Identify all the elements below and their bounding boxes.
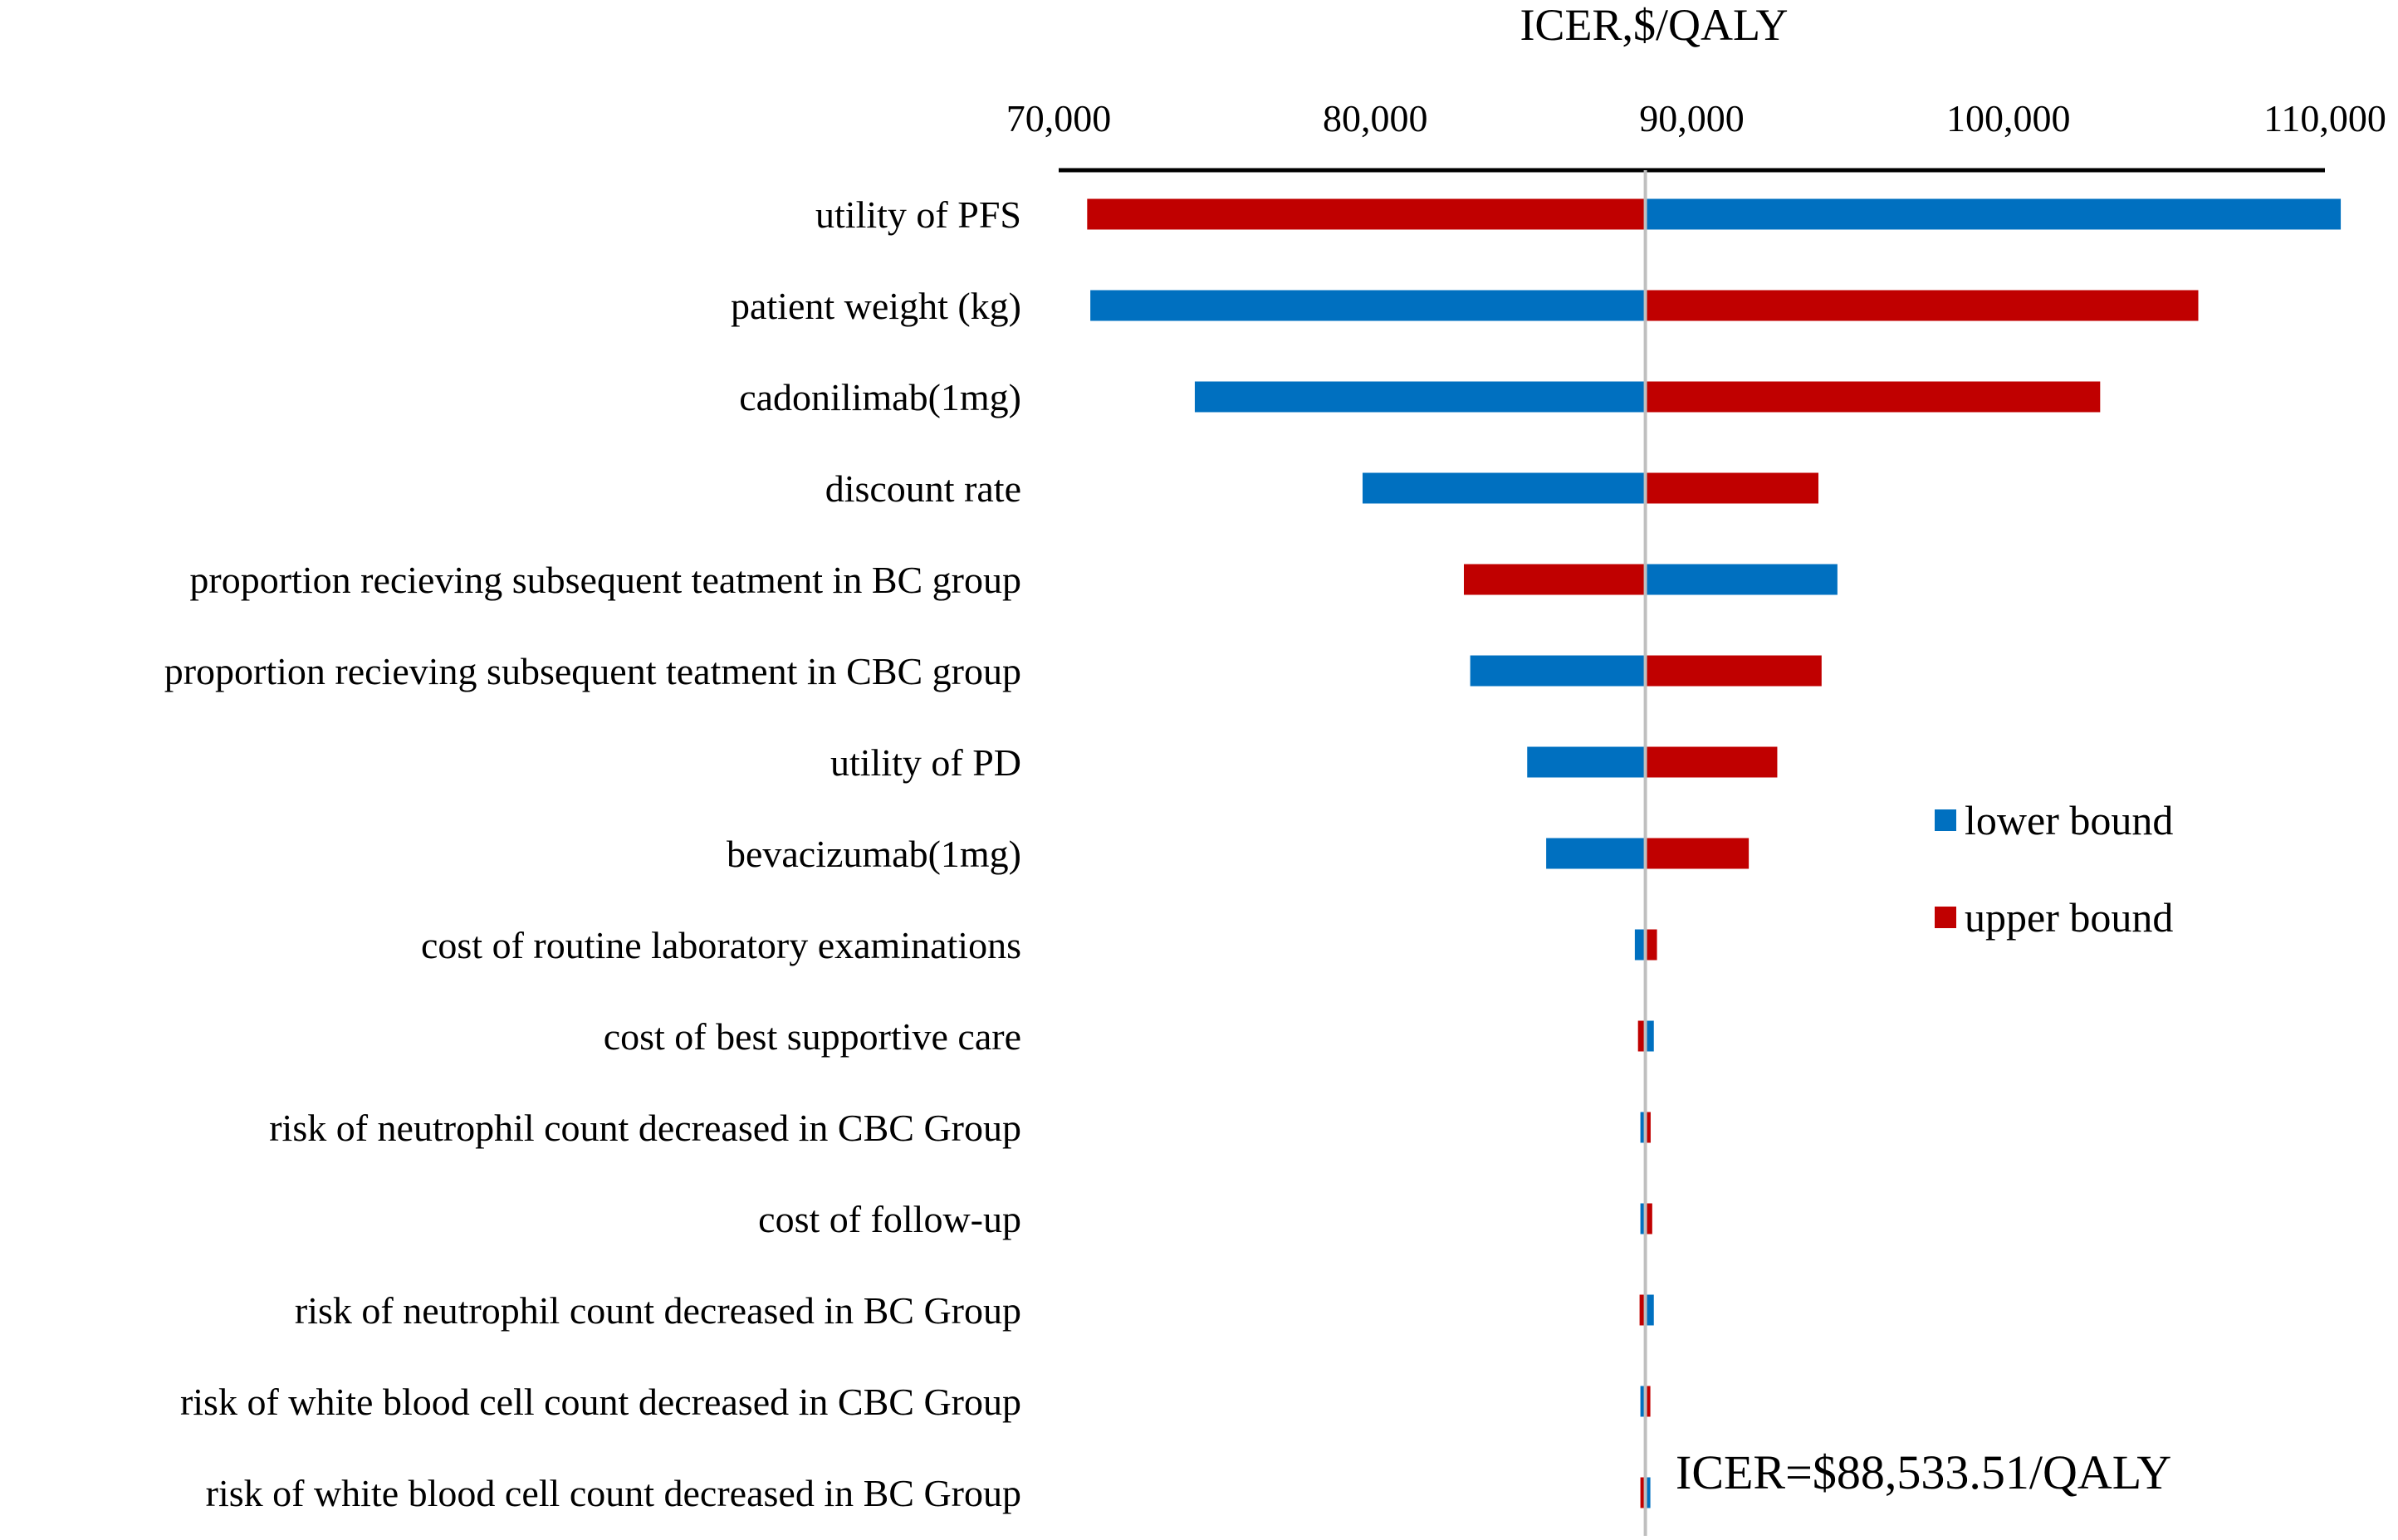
bar-lower-cost-of-routine-laboratory-examinations [1634,929,1646,961]
parameter-label: bevacizumab(1mg) [727,833,1021,875]
x-tick-label: 100,000 [1946,97,2071,139]
x-axis-title: ICER,$/QALY [1520,0,1788,50]
parameter-labels: utility of PFS patient weight (kg) cadonil… [164,193,1021,1514]
bar-lower-cadonilimab-1mg [1194,381,1646,413]
legend-swatch-upper-bound [1935,907,1956,928]
bar-lower-discount-rate [1363,472,1646,504]
bar-lower-risk-of-neutrophil-count-decreased-in-cbc-group [1640,1112,1646,1143]
bar-upper-cost-of-routine-laboratory-examinations [1645,929,1657,961]
parameter-label: proportion recieving subsequent teatment… [164,650,1021,692]
parameter-label: proportion recieving subsequent teatment… [189,559,1021,601]
bar-upper-utility-of-pd [1645,746,1778,778]
parameter-label: utility of PFS [815,193,1021,236]
bar-upper-bevacizumab-1mg [1645,838,1750,869]
parameter-label: cost of best supportive care [604,1015,1021,1058]
x-tick-label: 110,000 [2263,97,2386,139]
parameter-label: risk of white blood cell count decreased… [206,1472,1021,1514]
bar-upper-proportion-recieving-subsequent-teatment-in-cbc-group [1645,655,1822,687]
legend-swatch-lower-bound [1935,809,1956,831]
bar-upper-risk-of-neutrophil-count-decreased-in-bc-group [1639,1294,1646,1326]
bar-upper-patient-weight-kg [1645,290,2199,321]
x-tick-label: 70,000 [1006,97,1112,139]
bar-lower-risk-of-white-blood-cell-count-decreased-in-bc-group [1645,1477,1651,1508]
bar-upper-cost-of-follow-up [1645,1203,1652,1234]
bar-upper-risk-of-neutrophil-count-decreased-in-cbc-group [1645,1112,1651,1143]
bar-upper-risk-of-white-blood-cell-count-decreased-in-cbc-group [1645,1386,1651,1417]
parameter-label: utility of PD [830,741,1021,784]
bar-upper-utility-of-pfs [1087,198,1646,230]
bar-lower-patient-weight-kg [1090,290,1646,321]
bar-lower-utility-of-pd [1527,746,1646,778]
icer-annotation: ICER=$88,533.51/QALY [1676,1445,2171,1499]
bar-lower-cost-of-best-supportive-care [1645,1020,1654,1052]
x-tick-label: 90,000 [1639,97,1745,139]
bar-upper-discount-rate [1645,472,1818,504]
bar-lower-utility-of-pfs [1645,198,2342,230]
bar-lower-risk-of-neutrophil-count-decreased-in-bc-group [1645,1294,1654,1326]
parameter-label: patient weight (kg) [731,285,1021,327]
parameter-label: cadonilimab(1mg) [739,376,1021,418]
parameter-label: risk of white blood cell count decreased… [180,1381,1021,1423]
bar-upper-risk-of-white-blood-cell-count-decreased-in-bc-group [1640,1477,1646,1508]
parameter-label: cost of routine laboratory examinations [421,924,1021,966]
bar-upper-cost-of-best-supportive-care [1637,1020,1646,1052]
legend-label-lower-bound: lower bound [1965,797,2173,843]
legend-label-upper-bound: upper bound [1965,894,2173,941]
bar-lower-bevacizumab-1mg [1546,838,1646,869]
parameter-label: risk of neutrophil count decreased in BC… [295,1289,1021,1332]
bar-lower-cost-of-follow-up [1640,1203,1646,1234]
parameter-label: discount rate [825,467,1021,510]
bar-upper-proportion-recieving-subsequent-teatment-in-bc-group [1464,564,1646,595]
x-axis-ticks: 70,000 80,000 90,000 100,000 110,000 [1006,97,2386,139]
bar-lower-risk-of-white-blood-cell-count-decreased-in-cbc-group [1640,1386,1646,1417]
bar-lower-proportion-recieving-subsequent-teatment-in-bc-group [1645,564,1838,595]
parameter-label: cost of follow-up [758,1198,1021,1240]
bars [1087,198,2342,1508]
parameter-label: risk of neutrophil count decreased in CB… [269,1107,1021,1149]
bar-lower-proportion-recieving-subsequent-teatment-in-cbc-group [1470,655,1646,687]
x-tick-label: 80,000 [1323,97,1428,139]
legend: lower bound upper bound [1935,797,2173,941]
bar-upper-cadonilimab-1mg [1645,381,2101,413]
